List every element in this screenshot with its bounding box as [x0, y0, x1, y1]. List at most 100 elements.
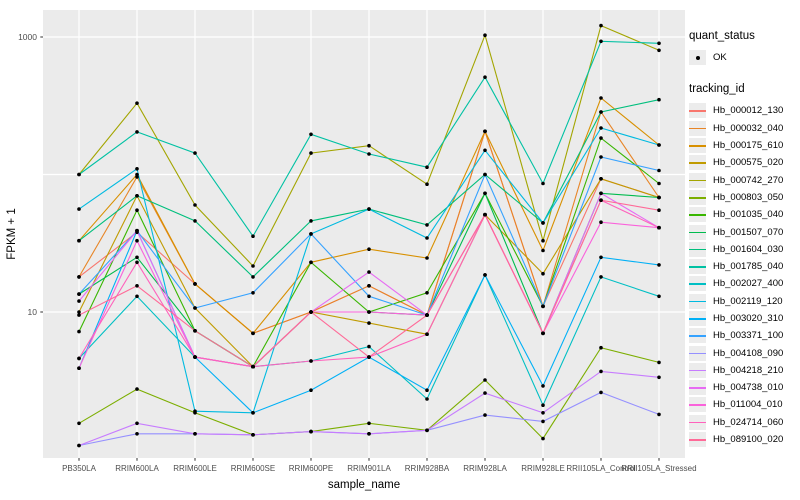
data-point — [425, 313, 429, 317]
data-point — [309, 429, 313, 434]
data-point — [483, 129, 487, 134]
data-point — [193, 219, 197, 223]
legend-item-label: Hb_001785_040 — [713, 261, 784, 273]
data-point — [367, 432, 371, 436]
data-point — [599, 198, 603, 202]
data-point — [425, 397, 429, 401]
data-point — [135, 194, 139, 198]
legend-line-icon — [689, 439, 706, 441]
data-point — [483, 391, 487, 395]
data-point — [425, 428, 429, 433]
data-point — [135, 130, 139, 134]
data-point — [483, 75, 487, 79]
data-point — [367, 310, 371, 314]
data-point — [193, 282, 197, 286]
legend-line-icon — [689, 179, 706, 182]
legend-key-swatch — [689, 189, 706, 205]
data-point — [367, 270, 371, 274]
legend-item-label: Hb_000575_020 — [713, 157, 784, 169]
data-point — [251, 291, 255, 295]
legend-item-ok: OK — [689, 49, 799, 66]
data-point — [657, 412, 661, 417]
legend-item-label: Hb_002119_120 — [713, 295, 783, 307]
data-point — [77, 238, 81, 243]
data-point — [657, 225, 661, 230]
data-point — [367, 247, 371, 251]
data-point — [135, 238, 139, 243]
data-point — [657, 143, 661, 147]
data-point — [251, 411, 255, 415]
data-point — [77, 172, 81, 177]
legend-line-icon — [689, 318, 706, 320]
data-point — [367, 207, 371, 211]
legend-line-icon — [689, 300, 706, 303]
legend-key-swatch — [689, 380, 706, 396]
legend-item-Hb_002027_400: Hb_002027_400 — [689, 275, 799, 292]
data-point — [251, 264, 255, 268]
legend-title-quant-status: quant_status — [689, 30, 755, 42]
data-point — [599, 191, 603, 196]
data-point — [483, 212, 487, 217]
legend-item-Hb_000575_020: Hb_000575_020 — [689, 154, 799, 171]
data-point — [193, 203, 197, 207]
legend-line-icon — [689, 387, 706, 389]
legend-line-icon — [689, 196, 706, 199]
legend-item-label: Hb_000742_270 — [713, 174, 784, 186]
data-point — [599, 275, 603, 279]
legend-item-label: Hb_004108_090 — [713, 347, 784, 359]
data-point — [193, 306, 197, 310]
x-tick-label: RRIM901LA — [347, 464, 391, 473]
data-point — [483, 172, 487, 177]
x-axis-title: sample_name — [328, 479, 400, 491]
x-tick-label: RRIM600LE — [173, 464, 217, 473]
data-point — [77, 207, 81, 211]
legend-item-label: Hb_004218_210 — [713, 364, 784, 376]
data-point — [309, 359, 313, 363]
legend-line-icon — [689, 231, 706, 234]
x-tick-label: RRIM600PE — [289, 464, 333, 473]
data-point — [541, 181, 545, 186]
data-point — [309, 310, 313, 314]
data-point — [135, 228, 139, 233]
data-point — [77, 313, 81, 317]
data-point — [77, 275, 81, 279]
x-tick-label: PB350LA — [62, 464, 96, 473]
legend-item-label: Hb_000175_610 — [713, 140, 784, 152]
y-tick-label: 10 — [28, 307, 38, 317]
data-point — [599, 110, 603, 114]
legend-item-label: OK — [713, 52, 727, 64]
legend-item-label: Hb_000012_130 — [713, 105, 784, 117]
legend-key-swatch — [689, 259, 706, 275]
data-point — [367, 321, 371, 325]
data-point — [309, 388, 313, 393]
data-point — [599, 220, 603, 224]
data-point — [483, 273, 487, 277]
data-point — [425, 182, 429, 186]
data-point — [309, 260, 313, 265]
data-point — [425, 223, 429, 227]
legend-line-icon — [689, 352, 706, 355]
legend-key-swatch — [689, 155, 706, 171]
legend-line-icon — [689, 110, 706, 113]
legend-key-swatch — [689, 224, 706, 240]
data-point — [251, 331, 255, 336]
legend-item-label: Hb_001035_040 — [713, 209, 784, 221]
legend-item-label: Hb_001507_070 — [713, 226, 784, 238]
data-point — [425, 332, 429, 337]
legend-item-label: Hb_000032_040 — [713, 122, 784, 134]
data-point — [251, 234, 255, 238]
x-tick-label: RRIM928LE — [521, 464, 565, 473]
legend-key-swatch — [689, 397, 706, 413]
legend-item-Hb_000175_610: Hb_000175_610 — [689, 137, 799, 154]
legend-title-tracking-id: tracking_id — [689, 83, 745, 96]
data-point — [541, 271, 545, 276]
data-point — [135, 101, 139, 105]
data-point — [367, 284, 371, 288]
legend-item-Hb_000032_040: Hb_000032_040 — [689, 120, 799, 137]
data-point — [425, 236, 429, 240]
legend-key-swatch — [689, 138, 706, 154]
legend-item-Hb_000742_270: Hb_000742_270 — [689, 171, 799, 188]
data-point — [599, 369, 603, 374]
data-point — [657, 263, 661, 267]
